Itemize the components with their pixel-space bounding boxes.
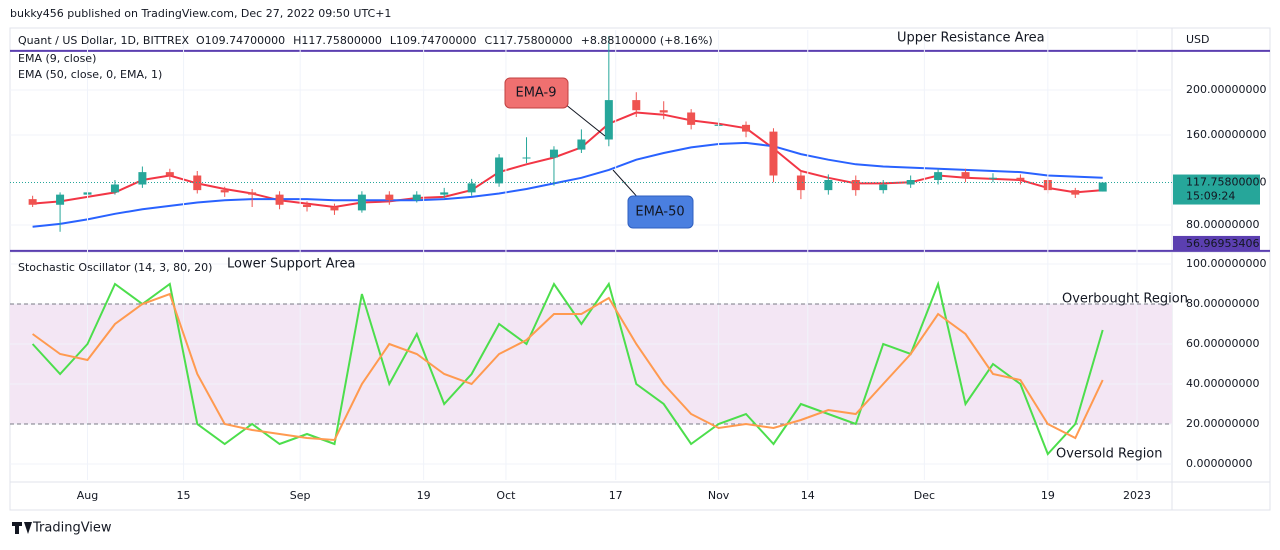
annotation: Overbought Region	[1062, 292, 1188, 307]
line	[31, 280, 1104, 456]
candle-body	[330, 207, 339, 211]
candle-body	[1098, 182, 1107, 192]
footer: TradingView	[32, 521, 112, 536]
candle-body	[357, 194, 366, 211]
line	[32, 111, 1103, 209]
x-tick-label: Dec	[914, 489, 935, 502]
candle-body	[412, 194, 421, 201]
candle-body	[385, 194, 394, 201]
candle-body	[577, 139, 586, 150]
indicator-title: Stochastic Oscillator (14, 3, 80, 20)	[18, 261, 212, 274]
candle-body	[934, 172, 943, 181]
ohlc-value: O109.74700000	[196, 34, 285, 47]
candle-body	[138, 172, 147, 185]
currency: USD	[1186, 33, 1210, 46]
annotation: Lower Support Area	[227, 257, 356, 272]
x-tick-label: Nov	[708, 489, 730, 502]
candle-body	[110, 184, 119, 193]
x-tick-label: 15	[177, 489, 191, 502]
candle-body	[796, 175, 805, 191]
annotation: Upper Resistance Area	[897, 31, 1045, 46]
y-tick-label: 200.00000000	[1186, 83, 1266, 96]
x-tick-label: 17	[609, 489, 623, 502]
candle-body	[1016, 177, 1025, 181]
ohlc-value: H117.75800000	[293, 34, 382, 47]
ohlc-value: +8.88100000 (+8.16%)	[581, 34, 713, 47]
candle-body	[687, 112, 696, 125]
candle-body	[467, 183, 476, 193]
logo	[12, 522, 32, 534]
y-tick-label: 40.00000000	[1186, 377, 1259, 390]
candle-body	[851, 180, 860, 191]
x-tick-label: 19	[1041, 489, 1055, 502]
candle-body	[742, 124, 751, 132]
symbol: Quant / US Dollar, 1D, BITTREX	[18, 34, 190, 47]
candle-body	[220, 190, 229, 193]
candle-body	[275, 194, 284, 205]
y-tick-label: 100.00000000	[1186, 257, 1266, 270]
y-tick-label: 0.00000000	[1186, 457, 1252, 470]
frame	[9, 27, 1271, 511]
annotation: Oversold Region	[1056, 447, 1163, 462]
candle-body	[549, 149, 558, 158]
candle-body	[659, 110, 668, 113]
y-tick-label: 20.00000000	[1186, 417, 1259, 430]
header: bukky456 published on TradingView.com, D…	[10, 7, 391, 20]
x-tick-label: 14	[801, 489, 815, 502]
candle-body	[961, 172, 970, 178]
support-label: 56.96953406	[1186, 237, 1259, 250]
candle-body	[1071, 190, 1080, 195]
x-tick-label: 19	[417, 489, 431, 502]
candle-body	[248, 192, 257, 195]
candle-body	[495, 157, 504, 184]
y-tick-label: 80.00000000	[1186, 297, 1259, 310]
band	[10, 304, 1172, 424]
x-tick-label: 2023	[1123, 489, 1151, 502]
candle-body	[303, 204, 312, 208]
callout	[504, 77, 569, 109]
support-label-bg	[1173, 235, 1260, 251]
x-tick-label: Sep	[290, 489, 311, 502]
candle-body	[522, 157, 531, 159]
callout-text: EMA-50	[635, 205, 684, 220]
candle-body	[824, 180, 833, 191]
legend-entry: EMA (50, close, 0, EMA, 1)	[18, 68, 162, 81]
candle-body	[604, 100, 613, 140]
ohlc-value: L109.74700000	[390, 34, 477, 47]
countdown: 15:09:24	[1186, 190, 1235, 203]
candle-body	[632, 100, 641, 111]
candle-body	[193, 175, 202, 191]
legend-entry: EMA (9, close)	[18, 52, 96, 65]
y-tick-label: 60.00000000	[1186, 337, 1259, 350]
callout-pointer	[612, 169, 641, 201]
candle-body	[988, 177, 997, 179]
price-label-bg	[1173, 174, 1260, 205]
ohlc-value: C117.75800000	[485, 34, 573, 47]
candle-body	[165, 172, 174, 176]
line	[32, 141, 1103, 228]
y-tick-label: 160.00000000	[1186, 128, 1266, 141]
candle-body	[56, 194, 65, 205]
candle-body	[879, 184, 888, 191]
line	[32, 292, 1104, 442]
callout-text: EMA-9	[516, 86, 557, 101]
price-label: 117.75800000	[1186, 176, 1266, 189]
y-tick-label: 80.00000000	[1186, 218, 1259, 231]
candle-body	[440, 192, 449, 195]
x-tick-label: Oct	[496, 489, 516, 502]
candle-body	[28, 199, 37, 205]
callout	[627, 195, 694, 229]
x-tick-label: Aug	[77, 489, 98, 502]
candle-body	[769, 131, 778, 176]
